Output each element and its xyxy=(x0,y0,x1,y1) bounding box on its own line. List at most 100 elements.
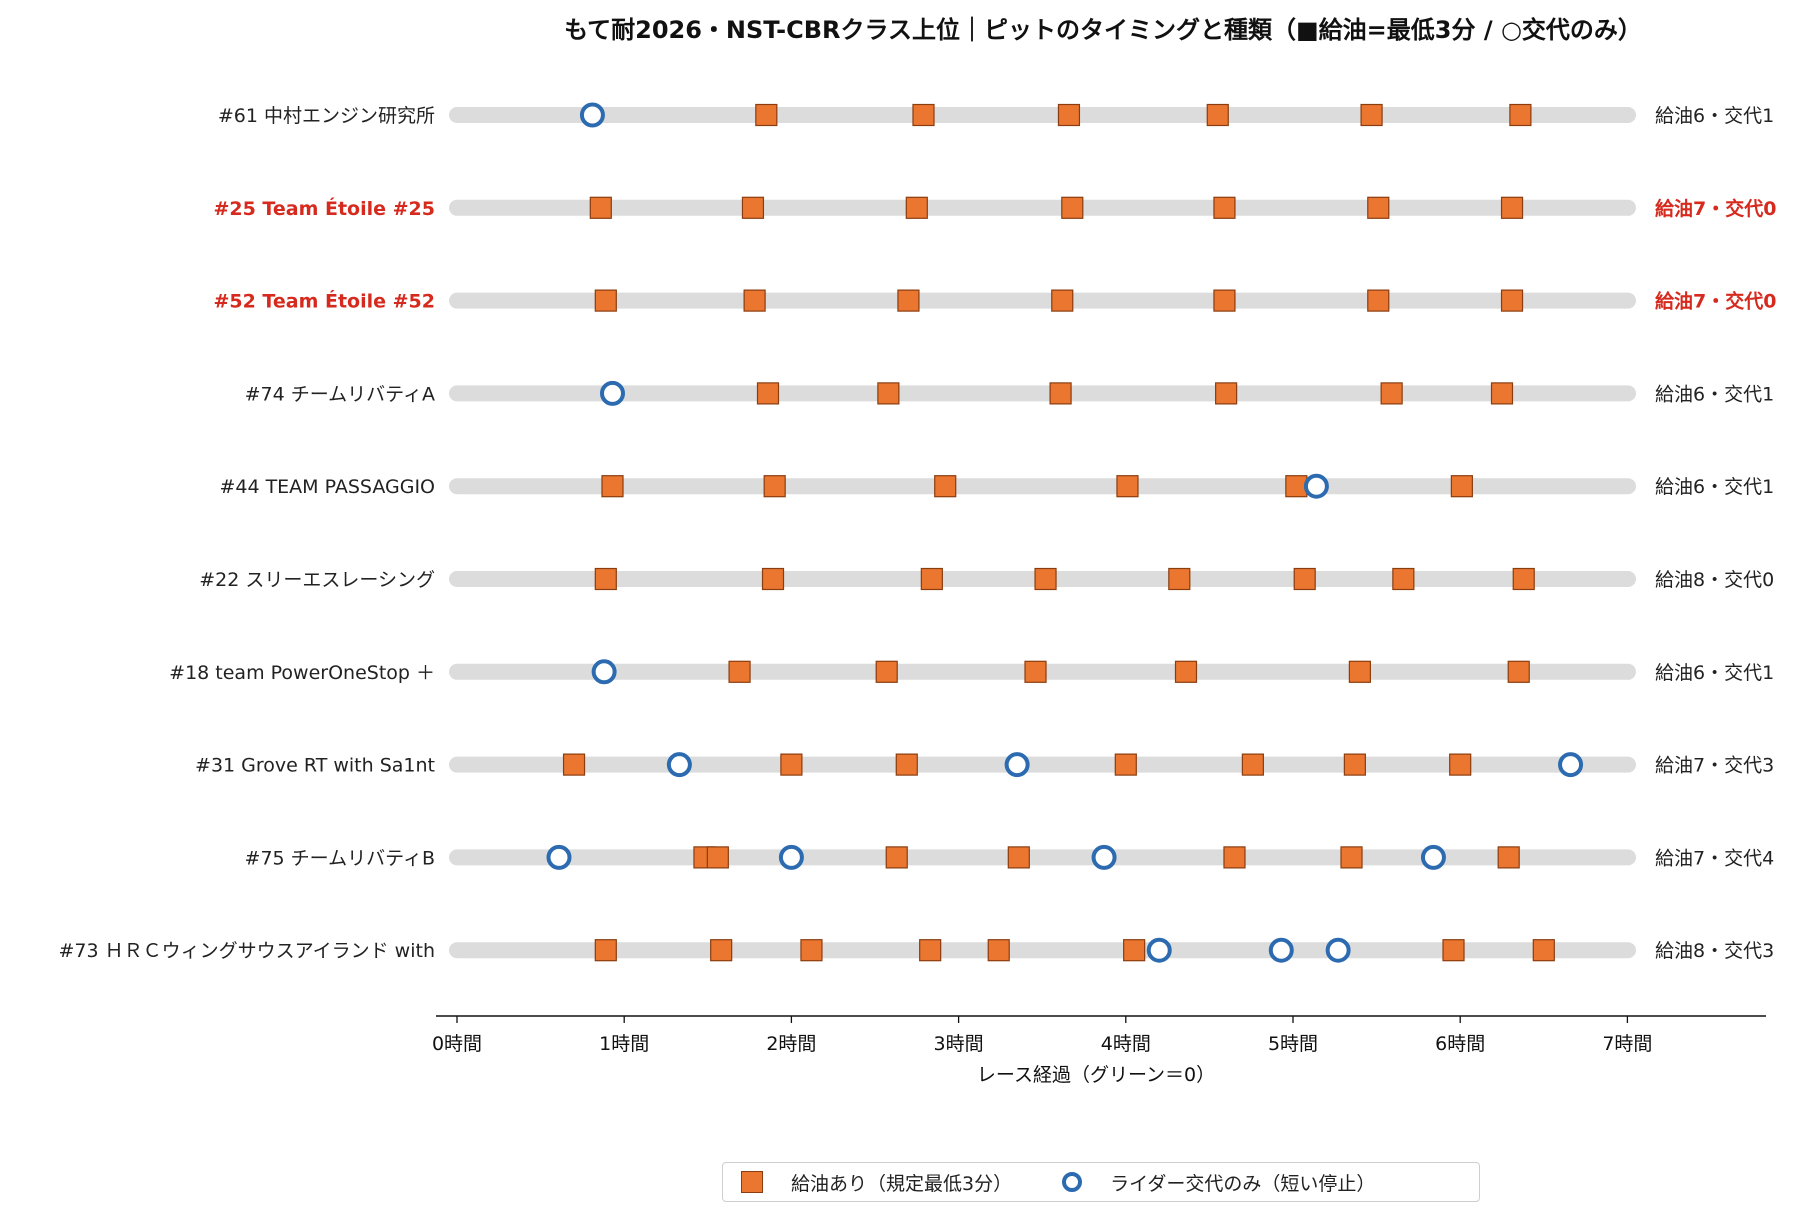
fuel-stop-marker xyxy=(1490,382,1514,405)
team-label: #25 Team Étoile #25 xyxy=(213,197,435,220)
fuel-stop-marker xyxy=(1168,567,1191,591)
fuel-stop-marker xyxy=(763,475,786,498)
team-label: #75 チームリバティB xyxy=(245,847,435,869)
x-axis-ticks: 0時間 1時間 2時間 3時間 4時間 5時間 6時間 7時間 xyxy=(432,1016,1652,1055)
fuel-stop-marker xyxy=(1051,289,1074,312)
fuel-stop-marker xyxy=(1034,567,1057,591)
fuel-stop-marker xyxy=(1507,660,1530,683)
fuel-stop-marker xyxy=(875,660,898,683)
rider-swap-marker xyxy=(1091,844,1117,870)
fuel-stop-marker xyxy=(919,939,942,962)
x-tick-label: 3時間 xyxy=(934,1033,984,1055)
x-tick-label: 1時間 xyxy=(599,1033,649,1055)
fuel-stop-marker xyxy=(1392,567,1415,591)
fuel-stop-marker xyxy=(1285,475,1308,498)
pit-count-label: 給油6・交代1 xyxy=(1655,662,1774,684)
fuel-stop-marker xyxy=(761,567,785,591)
team-row: #52 Team Étoile #52 給油7・交代0 xyxy=(213,289,1776,313)
fuel-stop-marker xyxy=(1500,289,1524,312)
team-row: #25 Team Étoile #25 給油7・交代0 xyxy=(213,196,1776,220)
pit-count-label: 給油6・交代1 xyxy=(1655,383,1774,405)
fuel-stop-marker xyxy=(1343,753,1366,776)
legend-item-fuel: 給油あり（規定最低3分） xyxy=(741,1169,1012,1196)
team-rows: #61 中村エンジン研究所 給油6・交代1#25 Team Étoile #25 給… xyxy=(58,102,1776,963)
team-row: #18 team PowerOneStop ＋ 給油6・交代1 xyxy=(169,659,1774,685)
fuel-stop-marker xyxy=(1213,289,1236,312)
fuel-stop-marker xyxy=(1206,103,1229,127)
pit-count-label: 給油6・交代1 xyxy=(1655,476,1774,498)
team-row: #73 ＨＲＣウィングサウスアイランド with 給油8・交代3 xyxy=(58,937,1774,963)
fuel-stop-marker xyxy=(1116,475,1139,498)
fuel-stop-marker xyxy=(1241,753,1264,776)
fuel-stop-marker xyxy=(710,939,733,962)
rider-swap-marker xyxy=(1558,752,1584,778)
rider-swap-marker xyxy=(599,380,625,406)
fuel-stop-marker xyxy=(1340,846,1363,869)
fuel-stop-marker xyxy=(1500,196,1524,219)
pit-count-label: 給油8・交代0 xyxy=(1655,569,1774,591)
fuel-stop-marker xyxy=(1114,753,1137,776)
rider-swap-marker xyxy=(1420,844,1446,870)
fuel-stop-marker xyxy=(1213,196,1236,219)
x-tick-label: 6時間 xyxy=(1435,1033,1485,1055)
legend: 給油あり（規定最低3分） ライダー交代のみ（短い停止） xyxy=(722,1162,1480,1202)
fuel-stop-marker xyxy=(1449,753,1472,776)
fuel-stop-marker xyxy=(934,475,957,498)
team-row: #44 TEAM PASSAGGIO 給油6・交代1 xyxy=(219,473,1774,499)
fuel-stop-marker xyxy=(601,475,624,498)
fuel-stop-marker xyxy=(743,289,766,312)
rider-swap-marker xyxy=(666,752,692,778)
fuel-stop-marker xyxy=(562,753,586,776)
team-label: #61 中村エンジン研究所 xyxy=(218,105,435,127)
pit-count-label: 給油7・交代3 xyxy=(1655,755,1774,777)
rider-swap-marker xyxy=(591,659,617,685)
x-axis-title: レース経過（グリーン＝0） xyxy=(977,1064,1215,1086)
fuel-stop-marker xyxy=(1348,660,1371,683)
legend-label-swap: ライダー交代のみ（短い停止） xyxy=(1110,1172,1376,1195)
rider-swap-marker xyxy=(546,844,572,870)
fuel-stop-marker xyxy=(1497,846,1520,869)
x-tick-label: 4時間 xyxy=(1101,1033,1151,1055)
x-tick-label: 0時間 xyxy=(432,1033,482,1055)
rider-swap-marker xyxy=(579,102,605,128)
team-label: #31 Grove RT with Sa1nt xyxy=(195,755,435,777)
fuel-stop-marker xyxy=(706,846,729,869)
fuel-stop-marker xyxy=(594,567,617,591)
fuel-stop-marker xyxy=(728,660,751,683)
fuel-stop-marker xyxy=(1024,660,1047,683)
team-row: #74 チームリバティA 給油6・交代1 xyxy=(245,380,1774,406)
fuel-stop-marker xyxy=(1367,289,1390,312)
fuel-stop-marker xyxy=(897,289,920,312)
fuel-stop-marker xyxy=(885,846,908,869)
x-tick-label: 5時間 xyxy=(1268,1033,1318,1055)
fuel-stop-marker xyxy=(756,382,780,405)
x-tick-label: 2時間 xyxy=(766,1033,816,1055)
fuel-stop-marker xyxy=(1223,846,1246,869)
team-row: #61 中村エンジン研究所 給油6・交代1 xyxy=(218,102,1774,128)
fuel-stop-marker xyxy=(1061,196,1084,219)
fuel-stop-marker xyxy=(1174,660,1198,683)
legend-label-fuel: 給油あり（規定最低3分） xyxy=(791,1172,1013,1195)
legend-item-swap: ライダー交代のみ（短い停止） xyxy=(1062,1169,1375,1196)
fuel-stop-marker xyxy=(1532,939,1555,962)
fuel-stop-marker xyxy=(1442,939,1465,962)
fuel-stop-marker xyxy=(920,567,943,591)
rider-swap-marker xyxy=(1146,937,1172,963)
team-row: #22 スリーエスレーシング 給油8・交代0 xyxy=(199,567,1774,591)
team-label: #73 ＨＲＣウィングサウスアイランド with xyxy=(58,940,435,962)
pit-count-label: 給油7・交代0 xyxy=(1655,290,1776,313)
fuel-stop-marker xyxy=(741,196,765,219)
fuel-stop-marker xyxy=(1057,103,1081,127)
fuel-stop-marker xyxy=(1380,382,1403,405)
fuel-square-icon xyxy=(741,1171,763,1193)
fuel-stop-marker xyxy=(594,939,617,962)
team-row: #75 チームリバティB 給油7・交代4 xyxy=(245,844,1774,870)
fuel-stop-marker xyxy=(755,103,778,127)
fuel-stop-marker xyxy=(1049,382,1072,405)
team-label: #52 Team Étoile #52 xyxy=(213,290,435,313)
team-row: #31 Grove RT with Sa1nt 給油7・交代3 xyxy=(195,752,1774,778)
pit-count-label: 給油6・交代1 xyxy=(1655,105,1774,127)
fuel-stop-marker xyxy=(1367,196,1390,219)
fuel-stop-marker xyxy=(877,382,900,405)
x-tick-label: 7時間 xyxy=(1602,1033,1652,1055)
